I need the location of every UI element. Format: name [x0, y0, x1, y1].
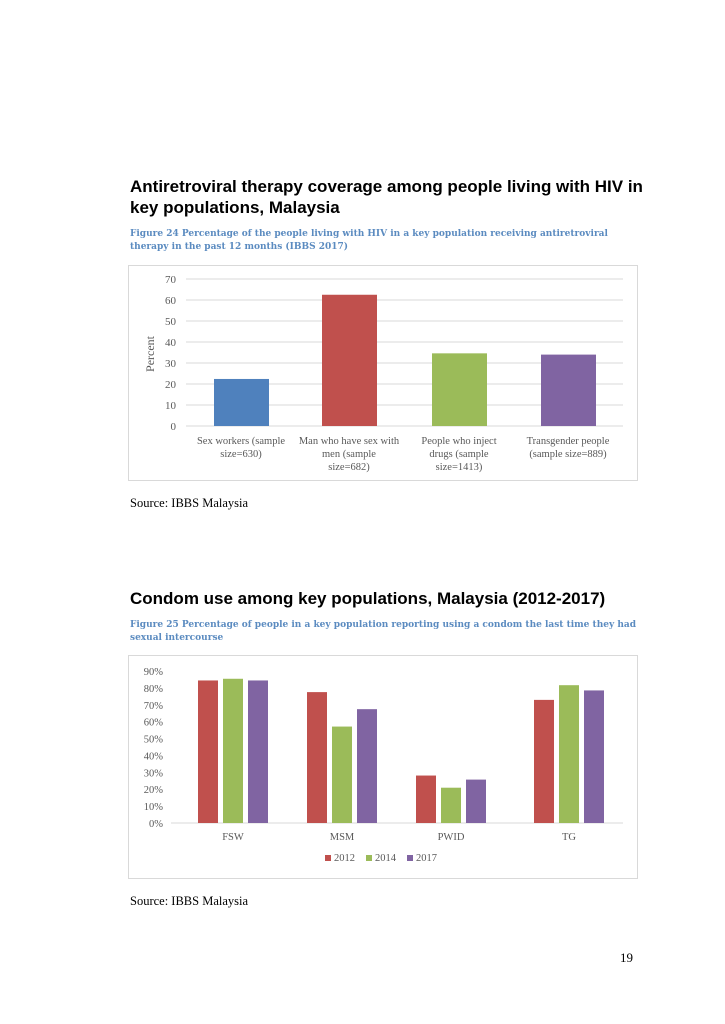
figure-25-caption: Figure 25 Percentage of people in a key … [130, 620, 636, 643]
bar-2012 [307, 692, 327, 823]
source-note-2: Source: IBBS Malaysia [130, 894, 249, 908]
bar-2017 [248, 680, 268, 823]
figure-24-caption: Figure 24 Percentage of the people livin… [130, 229, 608, 252]
legend-swatch [325, 855, 331, 861]
x-tick-label: Man who have sex with [299, 436, 400, 447]
x-tick-label: size=630) [220, 449, 262, 460]
bar-2017 [357, 709, 377, 823]
x-tick-label: men (sample [322, 449, 376, 460]
bar-2012 [534, 699, 554, 823]
bar-2014 [441, 787, 461, 823]
legend-swatch [366, 855, 372, 861]
chart-condom-use-svg: 0% 10% 20% 30% 40% 50% 60% 70% 80% 90% FSW MSM PWID T… [144, 667, 623, 864]
x-tick-label: size=1413) [436, 462, 483, 473]
y-tick-label: 10 [165, 400, 177, 412]
legend-label: 2012 [334, 853, 355, 864]
bar [541, 354, 596, 426]
x-tick-label: PWID [438, 832, 465, 843]
y-tick-label: 0% [149, 819, 163, 830]
bar-2017 [466, 779, 486, 823]
x-tick-label: FSW [222, 832, 244, 843]
x-tick-label: size=682) [328, 462, 370, 473]
bar [322, 294, 377, 426]
y-tick-label: 40 [165, 337, 177, 349]
x-tick-label: drugs (sample [429, 449, 489, 460]
x-tick-label: MSM [330, 832, 355, 843]
bar [214, 378, 269, 426]
y-tick-label: 20% [144, 785, 164, 796]
section-heading-art: Antiretroviral therapy coverage among pe… [130, 177, 643, 217]
bar-2014 [332, 726, 352, 823]
chart-art-coverage: 0 10 20 30 40 50 60 70 Percent Sex workers (sampl… [128, 265, 638, 481]
y-tick-label: 50% [144, 735, 164, 746]
x-tick-label: Transgender people [527, 436, 610, 447]
y-axis-label: Percent [143, 335, 157, 372]
legend-label: 2017 [416, 853, 437, 864]
y-tick-label: 40% [144, 751, 164, 762]
bar-2012 [416, 775, 436, 823]
chart-condom-use: 0% 10% 20% 30% 40% 50% 60% 70% 80% 90% FSW MSM PWID T… [128, 655, 638, 879]
y-tick-label: 80% [144, 684, 164, 695]
y-tick-label: 50 [165, 316, 177, 328]
y-tick-label: 30% [144, 768, 164, 779]
x-tick-label: (sample size=889) [529, 449, 607, 460]
section-heading-condom: Condom use among key populations, Malays… [130, 589, 606, 608]
bar-2014 [223, 678, 243, 823]
bar-2012 [198, 680, 218, 823]
y-tick-label: 70 [165, 274, 177, 286]
y-tick-label: 60% [144, 718, 164, 729]
y-tick-label: 30 [165, 358, 177, 370]
y-tick-label: 0 [171, 421, 177, 433]
y-tick-label: 70% [144, 701, 164, 712]
legend-swatch [407, 855, 413, 861]
x-tick-label: Sex workers (sample [197, 436, 285, 447]
x-tick-label: People who inject [421, 436, 496, 447]
y-tick-label: 60 [165, 295, 177, 307]
bar-2014 [559, 685, 579, 823]
bar [432, 353, 487, 426]
source-note-1: Source: IBBS Malaysia [130, 496, 249, 510]
bar-2017 [584, 690, 604, 823]
y-tick-label: 90% [144, 667, 164, 678]
page-number: 19 [620, 950, 633, 965]
y-tick-label: 20 [165, 379, 177, 391]
legend-label: 2014 [375, 853, 397, 864]
chart-art-coverage-svg: 0 10 20 30 40 50 60 70 Percent Sex workers (sampl… [143, 274, 623, 473]
x-tick-label: TG [562, 832, 576, 843]
y-tick-label: 10% [144, 802, 164, 813]
